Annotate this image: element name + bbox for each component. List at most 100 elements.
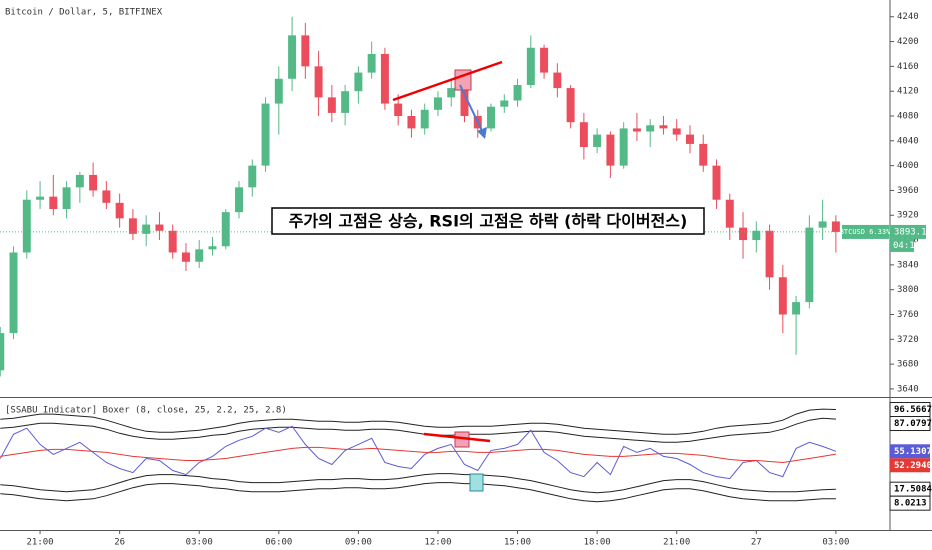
candle-body <box>487 106 496 129</box>
candle-body <box>367 53 376 73</box>
candle-body <box>181 252 190 262</box>
candle-body <box>380 53 389 104</box>
candle-body <box>394 103 403 116</box>
y-tick-label: 3960 <box>897 186 919 196</box>
candle-body <box>831 221 840 232</box>
candle-body <box>699 143 708 166</box>
candle-body <box>274 78 283 104</box>
x-tick-label: 27 <box>751 538 762 548</box>
candle-body <box>221 212 230 247</box>
candle-body <box>89 174 98 191</box>
candle-body <box>314 66 323 98</box>
candle-body <box>195 249 204 262</box>
x-tick-label: 03:00 <box>822 538 849 548</box>
change-label: BTCUSD 6.33% <box>840 228 891 236</box>
highlight-box <box>469 473 484 492</box>
y-tick-label: 3800 <box>897 285 919 295</box>
value-label: 17.5084 <box>894 485 932 495</box>
value-label-bg <box>890 458 930 473</box>
candle-body <box>526 47 535 85</box>
indicator-line <box>0 408 836 435</box>
candle-body <box>619 128 628 166</box>
x-tick-label: 26 <box>114 538 125 548</box>
indicator-line <box>0 482 836 503</box>
x-tick-label: 03:00 <box>186 538 213 548</box>
candle-body <box>739 227 748 241</box>
candle-body <box>460 88 469 116</box>
x-tick-label: 18:00 <box>584 538 611 548</box>
y-tick-label: 4200 <box>897 37 919 47</box>
candle-body <box>0 333 5 371</box>
candle-body <box>566 88 575 123</box>
candle-body <box>712 165 721 200</box>
candle-body <box>9 252 18 334</box>
candle-body <box>579 122 588 148</box>
candle-body <box>248 165 257 188</box>
candle-body <box>765 230 774 278</box>
value-label: 87.0797 <box>894 419 932 429</box>
indicator-line <box>0 446 836 464</box>
last-price-bg <box>890 224 926 239</box>
x-tick-label: 09:00 <box>345 538 372 548</box>
candle-body <box>341 91 350 113</box>
candle-body <box>792 302 801 315</box>
annotation: 주가의 고점은 상승, RSI의 고점은 하락 (하락 다이버전스) <box>289 212 688 231</box>
candle-body <box>433 97 442 110</box>
candle-body <box>168 230 177 253</box>
candle-body <box>672 128 681 135</box>
y-tick-label: 4000 <box>897 161 919 171</box>
candle-body <box>593 134 602 148</box>
candle-body <box>686 134 694 144</box>
y-tick-label: 3760 <box>897 310 919 320</box>
candle-body <box>805 227 814 303</box>
annotation-box <box>271 207 705 235</box>
candle-body <box>261 103 270 166</box>
x-tick-label: 06:00 <box>265 538 292 548</box>
trend-line <box>423 432 491 443</box>
candle-body <box>646 125 655 132</box>
change-label-bg <box>842 224 889 239</box>
candle-body <box>420 109 429 129</box>
candle-body <box>102 190 111 203</box>
countdown-label: 04:11 <box>893 241 920 251</box>
countdown-bg <box>890 238 914 252</box>
chart-title: Bitcoin / Dollar, 5, BITFINEX <box>5 8 163 18</box>
value-label: 8.0213 <box>894 499 927 509</box>
candle-body <box>301 35 310 67</box>
candle-body <box>752 230 761 241</box>
price-pane: 3640368037203760380038403880392039604000… <box>0 12 927 394</box>
candle-body <box>553 72 562 89</box>
y-tick-label: 3680 <box>897 360 919 370</box>
candle-body <box>142 224 151 234</box>
indicator-title: [SSABU Indicator] Boxer (8, close, 25, 2… <box>5 406 287 416</box>
y-tick-label: 3640 <box>897 384 919 394</box>
candle-body <box>49 196 58 210</box>
candle-body <box>447 88 456 98</box>
y-tick-label: 4240 <box>897 12 919 22</box>
candle-body <box>513 84 522 101</box>
candle-body <box>208 246 217 250</box>
value-label: 52.2940 <box>894 461 932 471</box>
candle-body <box>632 128 641 132</box>
y-tick-label: 3840 <box>897 260 919 270</box>
indicator-line <box>0 425 837 480</box>
candle-body <box>75 174 84 188</box>
y-tick-label: 4040 <box>897 136 919 146</box>
candle-body <box>235 187 243 213</box>
candle-body <box>327 97 336 113</box>
trend-line <box>392 60 503 102</box>
y-tick-label: 4080 <box>897 111 919 121</box>
x-tick-label: 15:00 <box>504 538 531 548</box>
candle-body <box>500 100 509 107</box>
candle-body <box>659 125 668 129</box>
candle-body <box>818 221 827 228</box>
value-label: 96.5667 <box>894 405 932 415</box>
candle-body <box>288 35 297 79</box>
candle-body <box>778 277 787 315</box>
candle-body <box>115 202 124 219</box>
y-tick-label: 3920 <box>897 211 919 221</box>
indicator-line <box>0 417 836 443</box>
x-tick-label: 12:00 <box>424 538 451 548</box>
y-tick-label: 3720 <box>897 335 919 345</box>
